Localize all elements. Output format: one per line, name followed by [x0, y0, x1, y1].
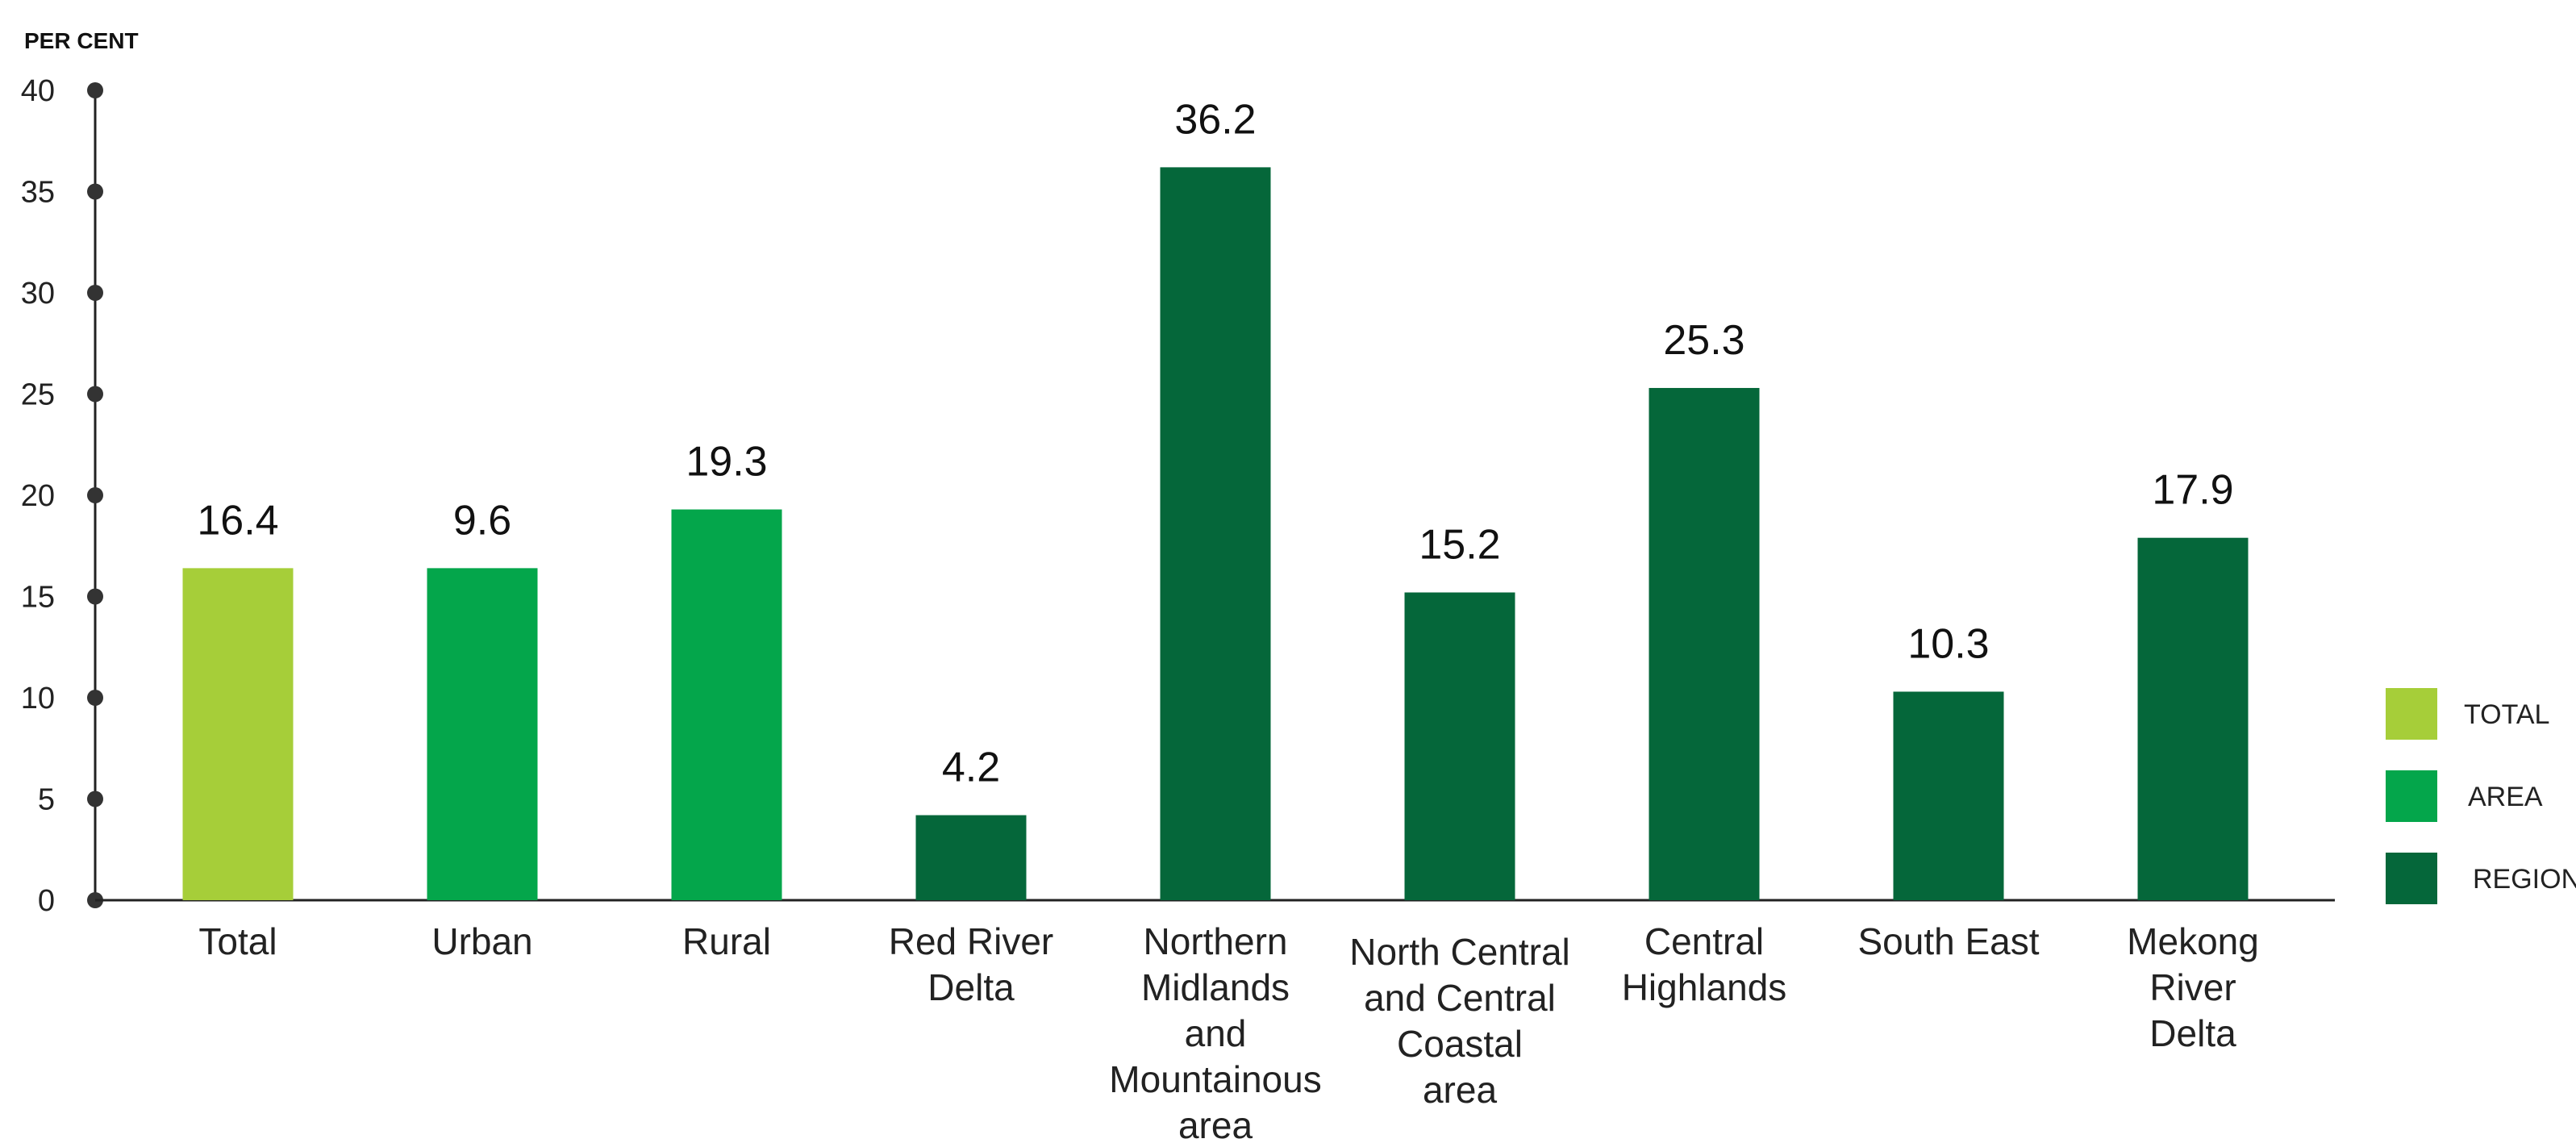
bar: [1649, 387, 1760, 901]
bar-value-label: 25.3: [1663, 317, 1744, 364]
bars-group: 16.4 9.6 19.3 4.2 36.2 15.2 25.3 10.3 17.9: [182, 96, 2249, 901]
bar: [671, 509, 782, 900]
y-tick-dot: [87, 285, 103, 301]
category-label-line: Highlands: [1622, 966, 1787, 1008]
legend-label-total: TOTAL: [2464, 699, 2549, 730]
bar: [1404, 592, 1515, 900]
category-label-line: Midlands: [1141, 966, 1290, 1008]
category-label-line: Central: [1644, 920, 1764, 962]
category-label-line: Red River: [889, 920, 1054, 962]
category-label-line: and: [1185, 1012, 1247, 1054]
category-label: Red River Delta: [889, 920, 1054, 1008]
legend-swatch-total: [2386, 688, 2437, 740]
legend-swatch-region: [2386, 853, 2437, 904]
y-tick-dot: [87, 386, 103, 403]
y-tick-label: 25: [21, 378, 55, 412]
category-label-line: area: [1423, 1069, 1497, 1111]
y-tick-label: 35: [21, 176, 55, 210]
category-label-line: Northern: [1144, 920, 1288, 962]
category-label-line: Urban: [431, 920, 532, 962]
category-label-line: Coastal: [1397, 1023, 1523, 1065]
category-label-line: Delta: [2149, 1012, 2236, 1054]
bar: [182, 568, 294, 900]
y-tick-label: 40: [21, 74, 55, 108]
bar: [1160, 167, 1271, 900]
bar-value-label: 36.2: [1174, 96, 1256, 143]
bar: [915, 815, 1027, 900]
bar: [427, 568, 538, 900]
category-label-line: North Central: [1349, 931, 1570, 973]
category-label: Rural: [682, 920, 771, 962]
legend-label-area: AREA: [2468, 782, 2543, 812]
y-tick-dot: [87, 588, 103, 605]
y-tick-label: 5: [38, 783, 55, 817]
category-label-line: area: [1178, 1104, 1253, 1143]
bar: [2137, 537, 2249, 900]
y-axis: 0 5 10 15 20 25 30 35 40: [21, 74, 103, 918]
category-label: Central Highlands: [1622, 920, 1787, 1008]
category-label-line: River: [2149, 966, 2236, 1008]
category-label-line: Rural: [682, 920, 771, 962]
bar-value-label: 4.2: [942, 745, 1000, 791]
bar-value-label: 17.9: [2152, 467, 2233, 514]
legend-swatch-area: [2386, 770, 2437, 822]
y-tick-label: 0: [38, 884, 55, 918]
y-tick-dot: [87, 791, 103, 807]
y-axis-title: PER CENT: [24, 28, 139, 53]
legend-label-region: REGION: [2473, 864, 2576, 895]
bar-value-label: 10.3: [1907, 620, 1989, 667]
category-label: Mekong River Delta: [2127, 920, 2259, 1054]
bar: [1893, 691, 2004, 900]
y-tick-dot: [87, 82, 103, 98]
category-label-line: and Central: [1364, 977, 1556, 1019]
bar-value-label: 9.6: [453, 497, 511, 544]
y-tick-dot: [87, 690, 103, 706]
category-label: Urban: [431, 920, 532, 962]
category-label: South East: [1857, 920, 2039, 962]
y-tick-label: 15: [21, 581, 55, 615]
category-label-line: Mountainous: [1109, 1058, 1321, 1100]
category-label: Northern Midlands and Mountainous area: [1109, 920, 1321, 1143]
category-label: Total: [198, 920, 277, 962]
y-tick-dot: [87, 183, 103, 200]
legend: TOTAL AREA REGION: [2386, 688, 2576, 904]
category-label-line: South East: [1857, 920, 2039, 962]
y-tick-label: 10: [21, 682, 55, 715]
category-label-line: Delta: [927, 966, 1015, 1008]
y-tick-label: 30: [21, 277, 55, 311]
bar-value-label: 15.2: [1419, 521, 1500, 568]
bar-value-label: 16.4: [197, 497, 278, 544]
bar-value-label: 19.3: [686, 439, 767, 486]
y-tick-label: 20: [21, 479, 55, 513]
y-tick-dot: [87, 487, 103, 503]
category-label-line: Mekong: [2127, 920, 2259, 962]
category-label: North Central and Central Coastal area: [1349, 931, 1570, 1111]
category-label-line: Total: [198, 920, 277, 962]
